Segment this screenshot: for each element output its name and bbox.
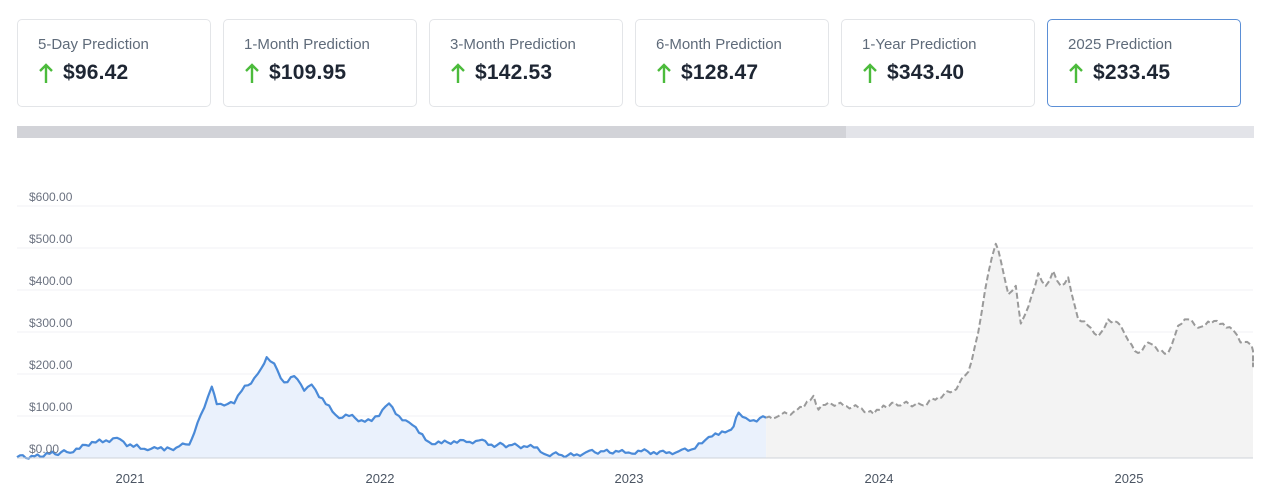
price-chart: $600.00 $500.00 $400.00 $300.00 $200.00 … xyxy=(0,140,1272,492)
card-value: $142.53 xyxy=(475,61,553,84)
card-value: $96.42 xyxy=(63,61,129,84)
card-1-month[interactable]: 1-Month Prediction $109.95 xyxy=(223,19,417,107)
card-5-day[interactable]: 5-Day Prediction $96.42 xyxy=(17,19,211,107)
x-tick-label: 2022 xyxy=(365,471,395,486)
up-arrow-icon xyxy=(39,63,53,83)
x-tick-label: 2025 xyxy=(1114,471,1144,486)
card-3-month[interactable]: 3-Month Prediction $142.53 xyxy=(429,19,623,107)
chart-plot xyxy=(16,205,1254,460)
card-value: $128.47 xyxy=(681,61,759,84)
historical-line xyxy=(16,356,767,460)
card-label: 3-Month Prediction xyxy=(450,36,576,53)
y-tick-label: $400.00 xyxy=(29,274,73,288)
x-tick-label: 2023 xyxy=(614,471,644,486)
card-label: 5-Day Prediction xyxy=(38,36,149,53)
historical-area xyxy=(17,357,767,459)
forecast-line xyxy=(765,242,1254,420)
y-tick-label: $0.00 xyxy=(29,442,60,456)
card-value: $109.95 xyxy=(269,61,347,84)
up-arrow-icon xyxy=(657,63,671,83)
card-label: 2025 Prediction xyxy=(1068,36,1173,53)
x-tick-label: 2024 xyxy=(864,471,894,486)
up-arrow-icon xyxy=(451,63,465,83)
scrollbar-thumb[interactable] xyxy=(17,126,846,138)
y-tick-label: $600.00 xyxy=(29,190,73,204)
card-value: $233.45 xyxy=(1093,61,1171,84)
card-6-month[interactable]: 6-Month Prediction $128.47 xyxy=(635,19,829,107)
y-tick-label: $300.00 xyxy=(29,316,73,330)
card-label: 6-Month Prediction xyxy=(656,36,782,53)
card-value: $343.40 xyxy=(887,61,965,84)
card-label: 1-Month Prediction xyxy=(244,36,370,53)
up-arrow-icon xyxy=(1069,63,1083,83)
up-arrow-icon xyxy=(863,63,877,83)
prediction-cards: 5-Day Prediction $96.42 1-Month Predicti… xyxy=(17,19,1241,107)
card-2025[interactable]: 2025 Prediction $233.45 xyxy=(1047,19,1241,107)
card-label: 1-Year Prediction xyxy=(862,36,977,53)
y-tick-label: $500.00 xyxy=(29,232,73,246)
card-1-year[interactable]: 1-Year Prediction $343.40 xyxy=(841,19,1035,107)
up-arrow-icon xyxy=(245,63,259,83)
x-tick-label: 2021 xyxy=(115,471,145,486)
cards-scrollbar[interactable] xyxy=(17,126,1254,138)
y-tick-label: $100.00 xyxy=(29,400,73,414)
y-tick-label: $200.00 xyxy=(29,358,73,372)
forecast-area xyxy=(766,243,1253,458)
